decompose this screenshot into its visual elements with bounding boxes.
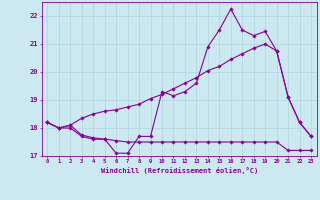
X-axis label: Windchill (Refroidissement éolien,°C): Windchill (Refroidissement éolien,°C)	[100, 167, 258, 174]
